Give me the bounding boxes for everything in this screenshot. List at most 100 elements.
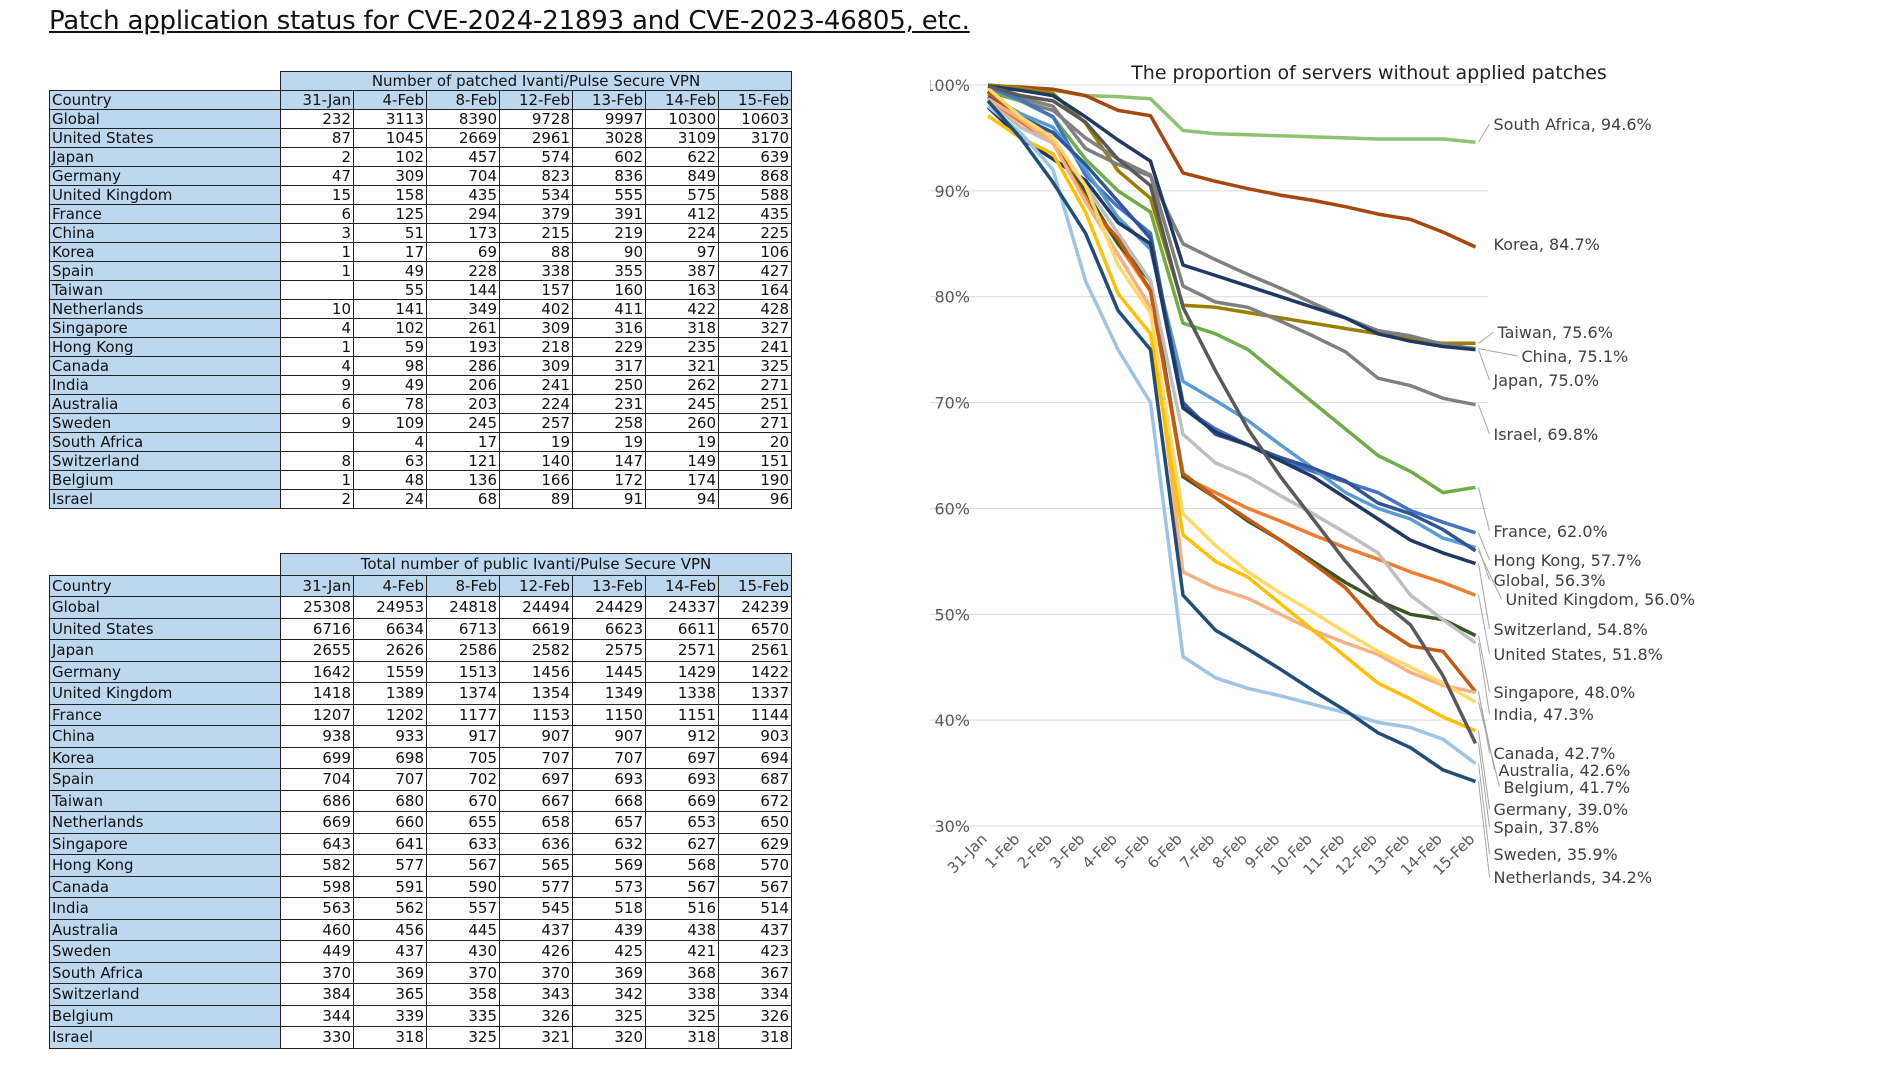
country-cell: China	[49, 223, 281, 243]
value-cell: 660	[353, 811, 427, 834]
value-cell: 109	[353, 413, 427, 433]
value-cell: 457	[426, 147, 500, 167]
value-cell: 907	[499, 725, 573, 748]
country-cell: Global	[49, 109, 281, 129]
table-row: United Kingdom 1418 1389 1374 1354 1349 1338 13…	[49, 682, 792, 705]
value-cell: 699	[280, 746, 354, 769]
value-cell: 334	[718, 983, 792, 1006]
value-cell: 241	[718, 337, 792, 357]
y-tick-label: 100%	[930, 76, 970, 95]
value-cell: 697	[499, 768, 573, 791]
column-header: 8-Feb	[426, 90, 500, 110]
value-cell: 435	[426, 185, 500, 205]
value-cell: 339	[353, 1004, 427, 1027]
value-cell: 1374	[426, 682, 500, 705]
table-row: Hong Kong 1 59 193 218 229 235 241	[49, 337, 792, 357]
country-cell: Belgium	[49, 470, 281, 490]
value-cell: 1150	[572, 703, 646, 726]
country-cell: Taiwan	[49, 280, 281, 300]
value-cell: 174	[645, 470, 719, 490]
country-cell: Korea	[49, 242, 281, 262]
label-leader-line	[1478, 404, 1490, 435]
value-cell: 2582	[499, 639, 573, 662]
x-tick-label: 8-Feb	[1209, 830, 1251, 872]
table-row: Sweden 449 437 430 426 425 421 423	[49, 940, 792, 963]
value-cell: 437	[499, 918, 573, 941]
label-leader-line	[1478, 781, 1490, 878]
table-row: Korea 699 698 705 707 707 697 694	[49, 746, 792, 769]
value-cell: 349	[426, 299, 500, 319]
table-row: France 1207 1202 1177 1153 1150 1151 1144	[49, 703, 792, 726]
value-cell: 218	[499, 337, 573, 357]
value-cell: 318	[645, 318, 719, 338]
value-cell: 868	[718, 166, 792, 186]
value-cell: 90	[572, 242, 646, 262]
country-cell: Canada	[49, 875, 281, 898]
value-cell: 24	[353, 489, 427, 509]
value-cell: 325	[426, 1026, 500, 1049]
column-header: Country	[49, 90, 281, 110]
column-header: 14-Feb	[645, 90, 719, 110]
value-cell: 55	[353, 280, 427, 300]
label-leader-line	[1478, 547, 1490, 581]
country-cell: Israel	[49, 1026, 281, 1049]
value-cell: 193	[426, 337, 500, 357]
value-cell: 570	[718, 854, 792, 877]
country-cell: Japan	[49, 639, 281, 662]
value-cell: 19	[499, 432, 573, 452]
country-cell: Switzerland	[49, 983, 281, 1006]
series-line-israel	[987, 89, 1476, 407]
country-cell: Australia	[49, 918, 281, 941]
column-header: 4-Feb	[353, 90, 427, 110]
value-cell: 391	[572, 204, 646, 224]
value-cell: 379	[499, 204, 573, 224]
series-line-sweden	[986, 104, 1477, 765]
value-cell: 224	[645, 223, 719, 243]
value-cell: 8	[280, 451, 354, 471]
value-cell: 428	[718, 299, 792, 319]
series-line-japan	[987, 84, 1476, 352]
value-cell: 917	[426, 725, 500, 748]
x-tick-label: 4-Feb	[1079, 830, 1121, 872]
value-cell: 445	[426, 918, 500, 941]
value-cell: 102	[353, 147, 427, 167]
value-cell: 568	[645, 854, 719, 877]
total-count-table: Total number of public Ivanti/Pulse Secu…	[49, 553, 792, 1049]
country-cell: Belgium	[49, 1004, 281, 1027]
series-end-label: United States, 51.8%	[1494, 645, 1663, 664]
label-leader-line	[1478, 701, 1500, 788]
series-line-korea	[987, 84, 1477, 249]
series-end-label: Belgium, 41.7%	[1504, 778, 1631, 797]
series-line-spain	[987, 84, 1478, 745]
value-cell: 437	[353, 940, 427, 963]
value-cell: 426	[499, 940, 573, 963]
value-cell: 6716	[280, 617, 354, 640]
label-leader-line	[1478, 635, 1490, 693]
value-cell: 1559	[353, 660, 427, 683]
value-cell: 309	[353, 166, 427, 186]
value-cell: 320	[572, 1026, 646, 1049]
value-cell: 693	[572, 768, 646, 791]
label-leader-line	[1478, 349, 1490, 381]
value-cell: 121	[426, 451, 500, 471]
series-end-label: India, 47.3%	[1494, 705, 1594, 724]
value-cell: 102	[353, 318, 427, 338]
value-cell: 1045	[353, 128, 427, 148]
value-cell: 15	[280, 185, 354, 205]
value-cell: 667	[499, 789, 573, 812]
column-header: 12-Feb	[499, 574, 573, 597]
y-tick-label: 60%	[934, 499, 970, 518]
country-cell: France	[49, 703, 281, 726]
table-row: India 9 49 206 241 250 262 271	[49, 375, 792, 395]
table-row: Spain 1 49 228 338 355 387 427	[49, 261, 792, 281]
table-row: South Africa 370 369 370 370 369 368 367	[49, 961, 792, 984]
value-cell: 1151	[645, 703, 719, 726]
value-cell: 1456	[499, 660, 573, 683]
value-cell: 232	[280, 109, 354, 129]
x-tick-label: 31-Jan	[944, 830, 991, 877]
table-row: Singapore 643 641 633 636 632 627 629	[49, 832, 792, 855]
value-cell: 63	[353, 451, 427, 471]
unpatched-proportion-line-chart: The proportion of servers without applie…	[930, 62, 1695, 887]
value-cell: 286	[426, 356, 500, 376]
table-row: Spain 704 707 702 697 693 693 687	[49, 768, 792, 791]
